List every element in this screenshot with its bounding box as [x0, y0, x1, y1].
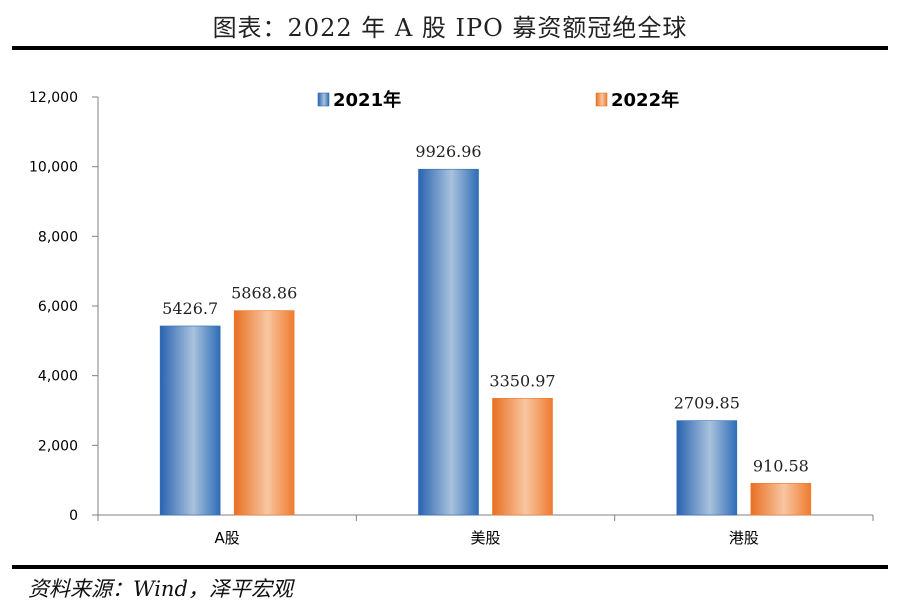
bar-2021 — [159, 325, 221, 516]
chart-bars — [159, 168, 812, 516]
data-label: 5426.7 — [162, 299, 218, 318]
y-tick-label: 8,000 — [38, 229, 78, 245]
x-category-label: A股 — [215, 529, 240, 547]
chart-axes: 0 2,000 4,000 6,000 8,000 10,000 12,000 A股 美股 港股 — [29, 90, 874, 547]
legend-label-2021: 2021年 — [333, 89, 401, 111]
bar-2022 — [233, 310, 295, 516]
data-label: 910.58 — [753, 456, 809, 475]
chart-labels: 5426.7 9926.96 2709.85 5868.86 3350.97 910.58 — [162, 142, 809, 475]
y-tick-label: 6,000 — [38, 299, 78, 315]
y-tick-label: 12,000 — [29, 90, 78, 106]
y-tick-label: 0 — [69, 508, 78, 524]
bar-2022 — [750, 482, 812, 516]
chart-title: 图表：2022 年 A 股 IPO 募资额冠绝全球 — [212, 14, 688, 42]
footer-rule — [12, 565, 888, 569]
y-tick-label: 10,000 — [29, 160, 78, 176]
chart-legend: 2021年 2022年 — [317, 89, 679, 111]
x-category-label: 美股 — [470, 529, 500, 547]
bar-2021 — [676, 420, 738, 516]
source-note: 资料来源：Wind，泽平宏观 — [28, 577, 293, 601]
legend-swatch-2022 — [595, 92, 608, 107]
legend-label-2022: 2022年 — [611, 89, 679, 111]
legend-swatch-2021 — [317, 92, 330, 107]
data-label: 9926.96 — [415, 142, 481, 161]
y-tick-label: 2,000 — [38, 438, 78, 454]
bar-2022 — [492, 397, 553, 516]
data-label: 5868.86 — [231, 284, 297, 303]
data-label: 3350.97 — [489, 371, 555, 390]
title-rule — [12, 46, 888, 50]
y-tick-label: 4,000 — [38, 369, 78, 385]
x-category-label: 港股 — [729, 529, 759, 547]
bar-2021 — [418, 168, 479, 516]
data-label: 2709.85 — [674, 394, 740, 413]
